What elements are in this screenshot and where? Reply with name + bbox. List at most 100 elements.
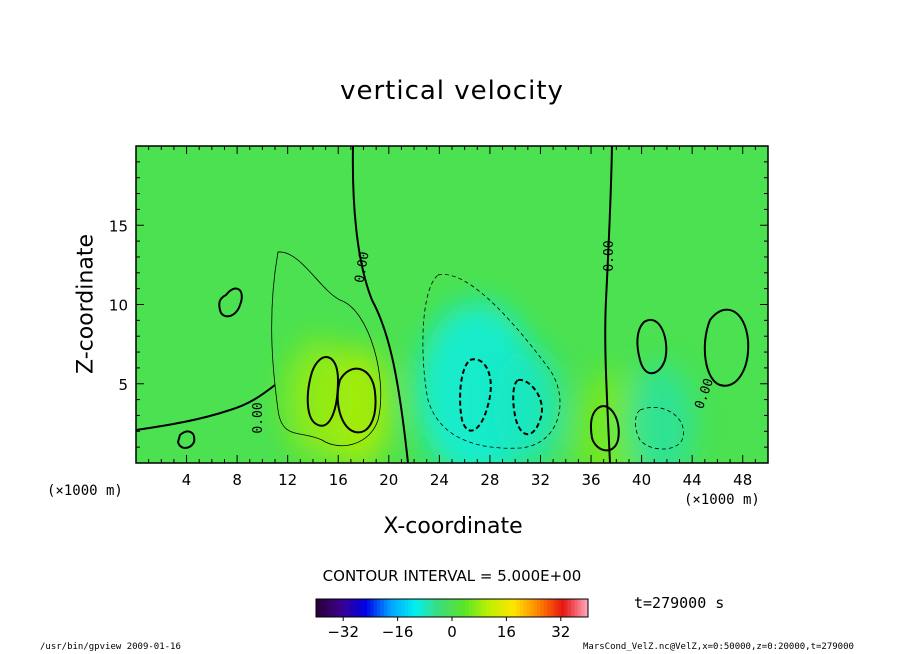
- colorbar-cell: [404, 599, 409, 617]
- x-tick-label: 28: [480, 471, 499, 489]
- contour-small-left: [218, 287, 243, 318]
- colorbar: −32 −16 0 16 32: [315, 598, 589, 641]
- x-tick-label: 36: [581, 471, 600, 489]
- colorbar-cell: [370, 599, 375, 617]
- y-tick-label: 15: [109, 217, 128, 235]
- colorbar-tick-label: 32: [551, 623, 570, 641]
- footer-left: /usr/bin/gpview 2009-01-16: [40, 642, 181, 652]
- colorbar-cell: [339, 599, 344, 617]
- colorbar-cell: [571, 599, 575, 617]
- colorbar-cell: [499, 599, 504, 617]
- colorbar-cell: [390, 599, 395, 617]
- colorbar-cell: [452, 599, 456, 617]
- colorbar-cell: [479, 599, 483, 617]
- updraft-contour-c: [589, 405, 620, 452]
- colorbar-cell: [472, 599, 477, 617]
- colorbar-cell: [356, 599, 361, 617]
- x-tick-label: 12: [278, 471, 297, 489]
- colorbar-cell: [482, 599, 487, 617]
- colorbar-cell: [509, 599, 514, 617]
- colorbar-cell: [462, 599, 466, 617]
- x-unit-left: (×1000 m): [47, 483, 123, 499]
- colorbar-cell: [411, 599, 415, 617]
- colorbar-cell: [435, 599, 439, 617]
- downdraft-blob: [626, 363, 695, 463]
- colorbar-cell: [475, 599, 480, 617]
- colorbar-cell: [322, 599, 327, 617]
- colorbar-cell: [336, 599, 341, 617]
- downdraft-contour-c: [635, 407, 684, 450]
- colorbar-cell: [329, 599, 334, 617]
- colorbar-cell: [537, 599, 541, 617]
- contour-label: 0.00: [251, 402, 266, 433]
- colorbar-cell: [455, 599, 460, 617]
- x-tick-label: 44: [683, 471, 702, 489]
- colorbar-cell: [520, 599, 524, 617]
- colorbar-cell: [360, 599, 364, 617]
- downdraft-blob: [493, 347, 562, 463]
- velocity-field: [136, 146, 768, 463]
- colorbar-cell: [384, 599, 388, 617]
- colorbar-cell: [574, 599, 579, 617]
- field-anomalies: [285, 301, 695, 463]
- x-tick-label: 24: [430, 471, 449, 489]
- colorbar-tick-label: −32: [327, 623, 359, 641]
- colorbar-cell: [564, 599, 568, 617]
- colorbar-cell: [557, 599, 562, 617]
- downdraft-contour-thin: [422, 274, 561, 449]
- downdraft-contour-b: [512, 378, 543, 436]
- colorbar-cell: [350, 599, 354, 617]
- colorbar-cell: [343, 599, 347, 617]
- updraft-contour-a: [306, 356, 340, 427]
- colorbar-cell: [492, 599, 497, 617]
- contour-low-left: [136, 384, 276, 431]
- x-tick-label: 16: [329, 471, 348, 489]
- colorbar-cell: [373, 599, 378, 617]
- contour-right-upper: [636, 319, 668, 375]
- colorbar-cell: [530, 599, 534, 617]
- y-tick-label: 5: [118, 376, 128, 394]
- colorbar-cell: [523, 599, 528, 617]
- updraft-contour-thin: [271, 251, 382, 447]
- colorbar-cell: [380, 599, 385, 617]
- colorbar-cell: [554, 599, 558, 617]
- footer-right: MarsCond_VelZ.nc@VelZ,x=0:50000,z=0:2000…: [583, 642, 854, 652]
- colorbar-cell: [316, 599, 320, 617]
- contour-far-right: [703, 308, 750, 387]
- colorbar-tick-label: 16: [497, 623, 516, 641]
- colorbar-cell: [526, 599, 531, 617]
- colorbar-cell: [581, 599, 585, 617]
- colorbar-cell: [543, 599, 548, 617]
- colorbar-tick-label: 0: [447, 623, 457, 641]
- colorbar-cell: [333, 599, 337, 617]
- colorbar-cell: [577, 599, 582, 617]
- colorbar-cell: [353, 599, 358, 617]
- colorbar-cell: [367, 599, 371, 617]
- colorbar-cell: [418, 599, 422, 617]
- chart-title: vertical velocity: [340, 76, 564, 106]
- updraft-contour-b: [336, 367, 377, 434]
- colorbar-cell: [377, 599, 381, 617]
- colorbar-cell: [401, 599, 405, 617]
- colorbar-cell: [540, 599, 545, 617]
- colorbar-cell: [424, 599, 429, 617]
- x-axis-label: X-coordinate: [383, 514, 523, 539]
- colorbar-cell: [486, 599, 490, 617]
- colorbar-cell: [414, 599, 419, 617]
- colorbar-cell: [567, 599, 572, 617]
- x-unit-right: (×1000 m): [684, 492, 760, 508]
- colorbar-cell: [465, 599, 470, 617]
- colorbar-cell: [489, 599, 494, 617]
- colorbar-cell: [533, 599, 538, 617]
- contour-interval-label: CONTOUR INTERVAL = 5.000E+00: [322, 567, 582, 585]
- colorbar-cell: [431, 599, 436, 617]
- contour-small-low: [176, 430, 196, 449]
- colorbar-cell: [503, 599, 507, 617]
- x-tick-label: 40: [632, 471, 651, 489]
- colorbar-cell: [547, 599, 551, 617]
- colorbar-cell: [560, 599, 565, 617]
- x-tick-label: 48: [733, 471, 752, 489]
- colorbar-cell: [363, 599, 368, 617]
